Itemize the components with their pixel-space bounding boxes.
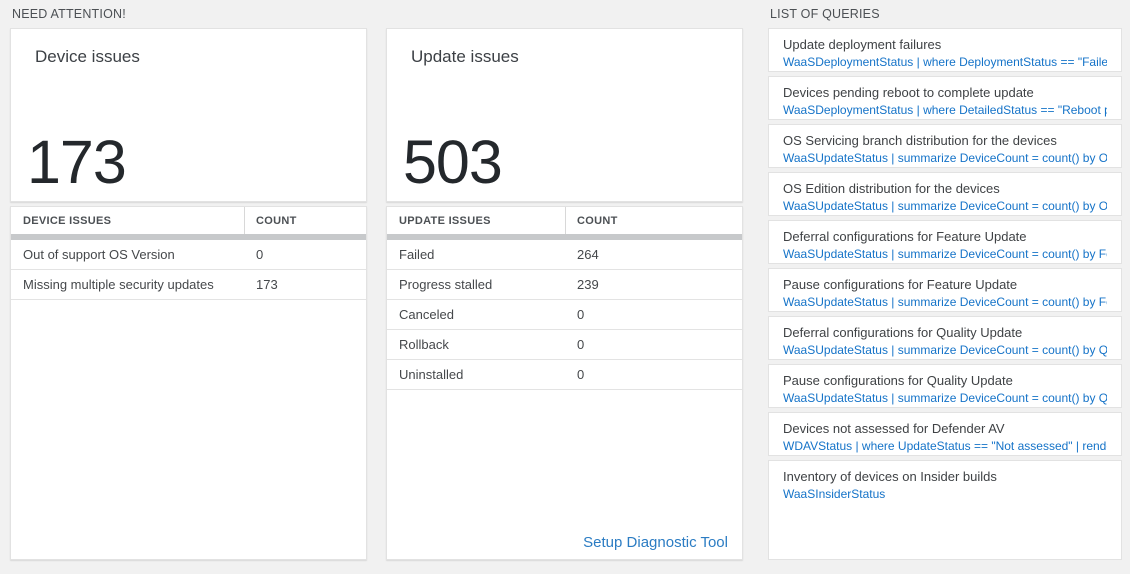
table-row[interactable]: Missing multiple security updates 173 xyxy=(11,270,366,300)
device-issues-column-header: DEVICE ISSUES xyxy=(11,207,245,234)
query-title: OS Edition distribution for the devices xyxy=(783,181,1000,196)
query-text: WaaSUpdateStatus | summarize DeviceCount… xyxy=(783,295,1107,309)
query-title: Inventory of devices on Insider builds xyxy=(783,469,997,484)
update-issues-count: 503 xyxy=(403,128,503,196)
query-text: WDAVStatus | where UpdateStatus == "Not … xyxy=(783,439,1107,453)
update-issues-tile[interactable]: Update issues 503 xyxy=(386,28,743,202)
query-list-item[interactable]: Devices not assessed for Defender AV WDA… xyxy=(768,412,1122,456)
query-list-item[interactable]: Inventory of devices on Insider builds W… xyxy=(768,460,1122,560)
row-label: Uninstalled xyxy=(399,367,464,382)
query-title: Devices pending reboot to complete updat… xyxy=(783,85,1034,100)
query-text: WaaSUpdateStatus | summarize DeviceCount… xyxy=(783,199,1107,213)
table-row[interactable]: Failed 264 xyxy=(387,240,742,270)
row-label: Progress stalled xyxy=(399,277,493,292)
query-title: Pause configurations for Feature Update xyxy=(783,277,1018,292)
device-issues-table: DEVICE ISSUES COUNT Out of support OS Ve… xyxy=(10,206,367,560)
table-row[interactable]: Canceled 0 xyxy=(387,300,742,330)
row-label: Failed xyxy=(399,247,435,262)
update-issues-table: UPDATE ISSUES COUNT Failed 264 Progress … xyxy=(386,206,743,560)
row-count: 239 xyxy=(577,277,599,292)
count-column-header: COUNT xyxy=(577,214,618,227)
query-text: WaaSDeploymentStatus | where DetailedSta… xyxy=(783,103,1107,117)
query-text: WaaSDeploymentStatus | where DeploymentS… xyxy=(783,55,1107,69)
query-title: Devices not assessed for Defender AV xyxy=(783,421,1005,436)
count-column-header: COUNT xyxy=(256,214,297,227)
row-count: 264 xyxy=(577,247,599,262)
update-issues-column-header: UPDATE ISSUES xyxy=(387,207,566,234)
update-issues-tile-title: Update issues xyxy=(411,47,519,66)
query-title: Update deployment failures xyxy=(783,37,942,52)
section-spacer xyxy=(386,0,743,28)
query-text: WaaSUpdateStatus | summarize DeviceCount… xyxy=(783,343,1107,357)
query-list-item[interactable]: OS Servicing branch distribution for the… xyxy=(768,124,1122,168)
row-count: 0 xyxy=(577,367,585,382)
row-count: 0 xyxy=(577,337,585,352)
query-list-item[interactable]: Devices pending reboot to complete updat… xyxy=(768,76,1122,120)
device-issues-tile[interactable]: Device issues 173 xyxy=(10,28,367,202)
row-label: Rollback xyxy=(399,337,449,352)
device-issues-count: 173 xyxy=(27,128,127,196)
table-row[interactable]: Uninstalled 0 xyxy=(387,360,742,390)
query-text: WaaSUpdateStatus | summarize DeviceCount… xyxy=(783,247,1107,261)
list-of-queries-header: LIST OF QUERIES xyxy=(770,7,880,21)
row-label: Out of support OS Version xyxy=(23,247,175,262)
row-count: 173 xyxy=(256,277,278,292)
query-list-item[interactable]: Update deployment failures WaaSDeploymen… xyxy=(768,28,1122,72)
query-list-item[interactable]: Pause configurations for Feature Update … xyxy=(768,268,1122,312)
query-text: WaaSUpdateStatus | summarize DeviceCount… xyxy=(783,151,1107,165)
table-row[interactable]: Rollback 0 xyxy=(387,330,742,360)
query-list-item[interactable]: Pause configurations for Quality Update … xyxy=(768,364,1122,408)
horizontal-scrollbar[interactable] xyxy=(11,234,366,240)
table-row[interactable]: Progress stalled 239 xyxy=(387,270,742,300)
row-label: Missing multiple security updates xyxy=(23,277,214,292)
query-title: Pause configurations for Quality Update xyxy=(783,373,1013,388)
query-list-column: LIST OF QUERIES Update deployment failur… xyxy=(768,0,1122,560)
device-issues-tile-title: Device issues xyxy=(35,47,140,66)
horizontal-scrollbar[interactable] xyxy=(387,234,742,240)
setup-diagnostic-tool-link[interactable]: Setup Diagnostic Tool xyxy=(583,534,728,551)
device-issues-table-header: DEVICE ISSUES COUNT xyxy=(11,207,366,234)
query-text: WaaSUpdateStatus | summarize DeviceCount… xyxy=(783,391,1107,405)
row-count: 0 xyxy=(256,247,264,262)
row-label: Canceled xyxy=(399,307,454,322)
update-issues-table-header: UPDATE ISSUES COUNT xyxy=(387,207,742,234)
need-attention-header: NEED ATTENTION! xyxy=(12,7,126,21)
query-list-item[interactable]: Deferral configurations for Feature Upda… xyxy=(768,220,1122,264)
query-title: Deferral configurations for Quality Upda… xyxy=(783,325,1023,340)
query-text: WaaSInsiderStatus xyxy=(783,487,886,501)
device-issues-column: NEED ATTENTION! Device issues 173 DEVICE… xyxy=(10,0,367,560)
table-row[interactable]: Out of support OS Version 0 xyxy=(11,240,366,270)
query-list-item[interactable]: OS Edition distribution for the devices … xyxy=(768,172,1122,216)
query-title: OS Servicing branch distribution for the… xyxy=(783,133,1057,148)
update-issues-column: Update issues 503 UPDATE ISSUES COUNT Fa… xyxy=(386,0,743,560)
row-count: 0 xyxy=(577,307,585,322)
query-list: Update deployment failures WaaSDeploymen… xyxy=(768,28,1122,560)
query-title: Deferral configurations for Feature Upda… xyxy=(783,229,1027,244)
query-list-item[interactable]: Deferral configurations for Quality Upda… xyxy=(768,316,1122,360)
